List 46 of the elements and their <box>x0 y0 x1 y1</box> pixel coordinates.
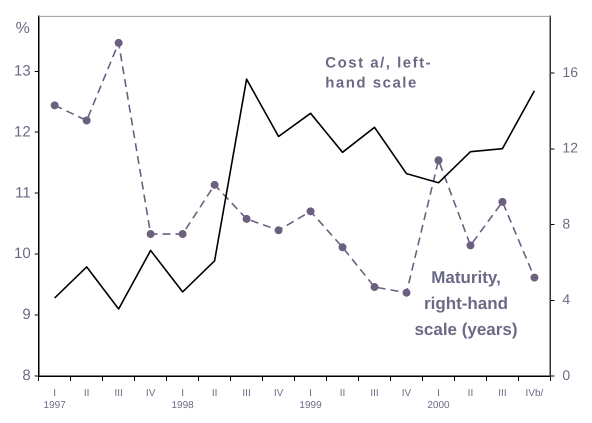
point <box>370 283 379 292</box>
x-tick-label: IVb/ <box>526 388 544 399</box>
point <box>146 230 155 238</box>
x-tick-label: IV <box>274 388 284 399</box>
point <box>82 116 91 124</box>
point <box>50 101 59 110</box>
point <box>338 243 347 252</box>
y2-tick-label: 4 <box>562 291 570 308</box>
x-tick-label: III <box>242 388 251 399</box>
y-tick-label: 12 <box>14 123 31 140</box>
x-tick-label: IV <box>146 388 156 399</box>
x-tick-label: I 1998 <box>171 388 194 411</box>
y-tick-label: 9 <box>22 306 31 324</box>
point <box>114 38 123 47</box>
x-tick-label: IV <box>402 388 412 399</box>
point <box>402 288 410 297</box>
point <box>210 180 219 189</box>
x-tick-label: II <box>84 388 90 399</box>
series-label: Cost a/, left-hand scale <box>325 54 432 92</box>
x-tick-label: II <box>468 388 474 399</box>
x-tick-label: I 1999 <box>299 388 322 411</box>
x-tick-label: I 2000 <box>427 388 450 411</box>
point <box>178 230 187 238</box>
x-tick-label: III <box>114 388 123 399</box>
x-tick-label: II <box>212 388 218 399</box>
y2-tick-label: 12 <box>562 140 578 156</box>
point <box>434 156 442 164</box>
point <box>274 226 283 234</box>
point <box>306 207 315 216</box>
point <box>498 198 506 206</box>
x-tick-label: II <box>340 388 346 399</box>
x-tick-label: I 1997 <box>44 388 66 411</box>
y-tick-label: 13 <box>14 62 31 80</box>
y-tick-label: 8 <box>22 367 31 384</box>
y2-tick-label: 16 <box>562 64 578 80</box>
y2-tick-label: 0 <box>562 366 570 383</box>
y-tick-label: 11 <box>15 184 31 202</box>
point <box>242 214 251 223</box>
x-tick-label: III <box>370 388 379 399</box>
y2-tick-label: 8 <box>562 215 570 232</box>
y-tick-label: 10 <box>14 245 31 262</box>
point <box>466 241 474 250</box>
y-axis-title: % <box>16 20 30 37</box>
series-label: Maturity, right-hand scale (years) <box>414 268 518 340</box>
x-tick-label: III <box>498 388 507 399</box>
point <box>530 274 538 282</box>
